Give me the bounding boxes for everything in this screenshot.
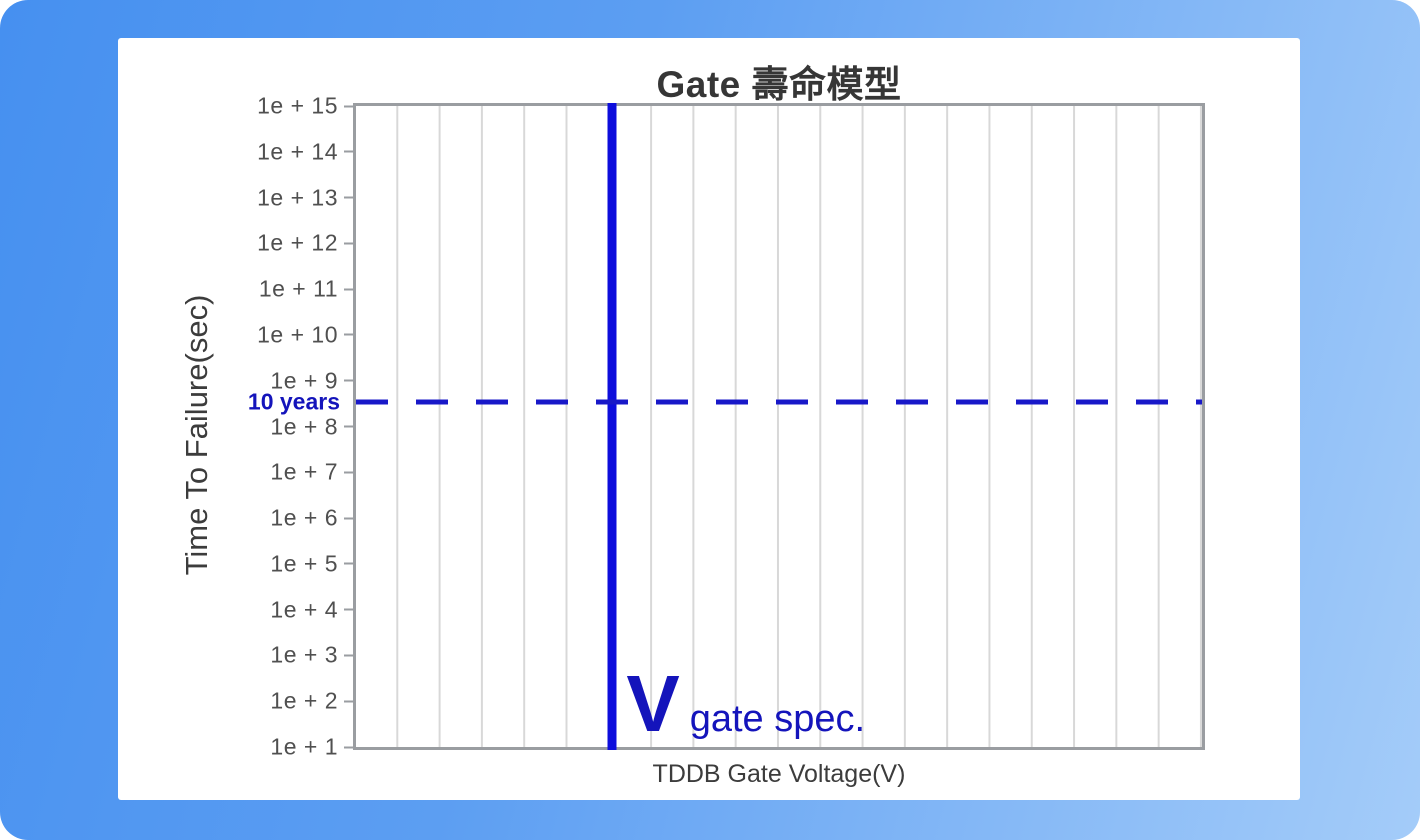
y-tick: 1e + 12 (257, 230, 354, 257)
y-tick-label: 1e + 14 (257, 138, 338, 165)
y-tick: 1e + 13 (257, 184, 354, 211)
y-tick-mark (344, 608, 354, 611)
y-tick: 1e + 10 (257, 321, 354, 348)
y-tick-mark (344, 150, 354, 153)
y-tick-label: 1e + 4 (270, 596, 338, 623)
y-tick-mark (344, 471, 354, 474)
y-tick-mark (344, 288, 354, 291)
y-tick: 1e + 6 (270, 505, 354, 532)
y-tick-label: 1e + 2 (270, 687, 338, 714)
chart-card: Gate 壽命模型 Time To Failure(sec) 10 years … (118, 38, 1300, 800)
y-tick-label: 1e + 5 (270, 550, 338, 577)
x-axis-title: TDDB Gate Voltage(V) (652, 760, 906, 788)
y-tick: 1e + 2 (270, 688, 354, 715)
y-tick: 1e + 14 (257, 138, 354, 165)
ten-years-label: 10 years (247, 388, 340, 415)
y-tick-label: 1e + 3 (270, 641, 338, 668)
v-spec-label: V gate spec. (626, 659, 866, 748)
y-tick-label: 1e + 11 (258, 275, 338, 302)
y-tick-mark (344, 562, 354, 565)
y-tick-mark (344, 700, 354, 703)
y-tick-mark (344, 333, 354, 336)
y-tick: 1e + 4 (270, 596, 354, 623)
y-tick-mark (344, 654, 354, 657)
y-tick: 1e + 3 (270, 642, 354, 669)
y-tick: 1e + 7 (270, 459, 354, 486)
y-axis-title: Time To Failure(sec) (179, 294, 214, 576)
y-tick-label: 1e + 13 (257, 184, 338, 211)
y-tick-label: 1e + 12 (257, 229, 338, 256)
y-tick: 1e + 1 (270, 734, 354, 761)
v-spec-label-text: gate spec. (689, 698, 866, 740)
y-tick-mark (344, 517, 354, 520)
ten-years-line (356, 399, 1202, 405)
y-tick-label: 1e + 8 (270, 413, 338, 439)
y-tick-label: 1e + 15 (257, 92, 338, 119)
y-tick-mark (344, 746, 354, 748)
plot-area: 10 years V gate spec. 1e + 15 1e + 14 1e +… (248, 93, 1205, 760)
y-tick-label: 1e + 6 (270, 504, 338, 531)
y-tick: 1e + 11 (259, 276, 354, 303)
y-tick-mark (344, 105, 354, 107)
chart-title: Gate 壽命模型 (656, 64, 902, 105)
y-tick-mark (344, 425, 354, 428)
y-tick: 1e + 8 (270, 413, 354, 440)
v-spec-label-symbol: V (626, 659, 680, 748)
y-tick-label: 1e + 1 (270, 733, 338, 760)
y-tick: 1e + 15 (257, 93, 354, 120)
y-tick-label: 1e + 7 (270, 458, 338, 485)
y-tick-mark (344, 196, 354, 199)
y-tick-mark (344, 379, 354, 382)
v-spec-line (607, 103, 617, 750)
y-tick-mark (344, 242, 354, 245)
y-tick-label: 1e + 10 (257, 321, 338, 348)
y-tick-label: 1e + 9 (270, 367, 338, 394)
y-tick: 1e + 5 (270, 550, 354, 577)
y-tick: 1e + 9 (270, 367, 354, 394)
